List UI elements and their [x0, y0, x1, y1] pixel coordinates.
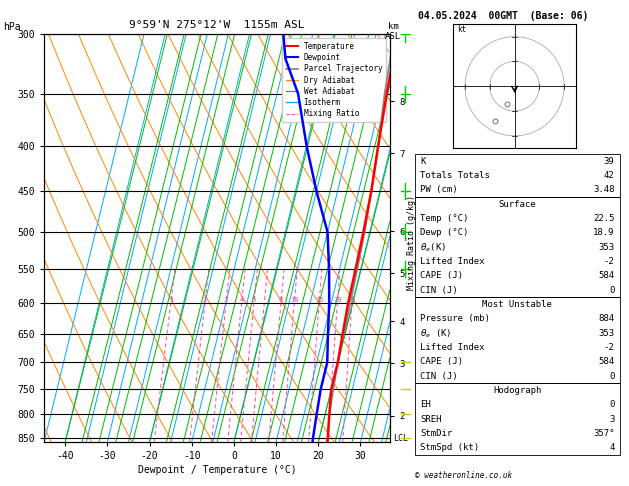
Text: -2: -2 — [604, 257, 615, 266]
Text: 22.5: 22.5 — [593, 214, 615, 223]
Text: Mixing Ratio (g/kg): Mixing Ratio (g/kg) — [408, 195, 416, 291]
Text: 3: 3 — [609, 415, 615, 424]
Text: CAPE (J): CAPE (J) — [420, 357, 463, 366]
Text: $\theta_e$ (K): $\theta_e$ (K) — [420, 327, 452, 340]
Text: EH: EH — [420, 400, 431, 410]
Text: km: km — [387, 22, 399, 31]
Text: 2: 2 — [203, 297, 207, 303]
Text: SREH: SREH — [420, 415, 442, 424]
Text: ASL: ASL — [385, 32, 401, 41]
Text: Pressure (mb): Pressure (mb) — [420, 314, 490, 324]
Text: LCL: LCL — [392, 434, 408, 443]
Text: 584: 584 — [598, 357, 615, 366]
Text: K: K — [420, 156, 426, 166]
Text: 4: 4 — [609, 443, 615, 452]
Text: 0: 0 — [609, 286, 615, 295]
Text: 25: 25 — [348, 297, 356, 303]
Text: 10: 10 — [290, 297, 299, 303]
Text: StmSpd (kt): StmSpd (kt) — [420, 443, 479, 452]
Text: CIN (J): CIN (J) — [420, 286, 458, 295]
Text: 353: 353 — [598, 243, 615, 252]
Text: CAPE (J): CAPE (J) — [420, 271, 463, 280]
Text: Dewp (°C): Dewp (°C) — [420, 228, 469, 238]
Text: 353: 353 — [598, 329, 615, 338]
Text: 0: 0 — [609, 372, 615, 381]
Text: kt: kt — [457, 25, 467, 34]
Text: Temp (°C): Temp (°C) — [420, 214, 469, 223]
Text: Totals Totals: Totals Totals — [420, 171, 490, 180]
Text: Hodograph: Hodograph — [493, 386, 542, 395]
Text: 42: 42 — [604, 171, 615, 180]
Text: hPa: hPa — [3, 22, 21, 32]
Text: © weatheronline.co.uk: © weatheronline.co.uk — [415, 471, 512, 480]
Title: 9°59'N 275°12'W  1155m ASL: 9°59'N 275°12'W 1155m ASL — [129, 20, 305, 31]
Text: Lifted Index: Lifted Index — [420, 257, 485, 266]
Text: Most Unstable: Most Unstable — [482, 300, 552, 309]
Text: Lifted Index: Lifted Index — [420, 343, 485, 352]
Text: 3.48: 3.48 — [593, 185, 615, 194]
Text: 3: 3 — [224, 297, 228, 303]
Text: 18.9: 18.9 — [593, 228, 615, 238]
Text: StmDir: StmDir — [420, 429, 452, 438]
Text: 884: 884 — [598, 314, 615, 324]
Text: CIN (J): CIN (J) — [420, 372, 458, 381]
Text: 1: 1 — [169, 297, 173, 303]
Text: $\theta_e$(K): $\theta_e$(K) — [420, 241, 446, 254]
Text: -2: -2 — [604, 343, 615, 352]
Text: 5: 5 — [252, 297, 256, 303]
Legend: Temperature, Dewpoint, Parcel Trajectory, Dry Adiabat, Wet Adiabat, Isotherm, Mi: Temperature, Dewpoint, Parcel Trajectory… — [282, 38, 386, 122]
Text: 584: 584 — [598, 271, 615, 280]
Text: 8: 8 — [279, 297, 283, 303]
Text: 20: 20 — [333, 297, 342, 303]
Text: 0: 0 — [609, 400, 615, 410]
Text: 357°: 357° — [593, 429, 615, 438]
Text: Surface: Surface — [499, 200, 536, 209]
Text: 04.05.2024  00GMT  (Base: 06): 04.05.2024 00GMT (Base: 06) — [418, 11, 589, 21]
Text: 39: 39 — [604, 156, 615, 166]
X-axis label: Dewpoint / Temperature (°C): Dewpoint / Temperature (°C) — [138, 466, 296, 475]
Text: 4: 4 — [240, 297, 244, 303]
Text: 15: 15 — [315, 297, 323, 303]
Text: PW (cm): PW (cm) — [420, 185, 458, 194]
